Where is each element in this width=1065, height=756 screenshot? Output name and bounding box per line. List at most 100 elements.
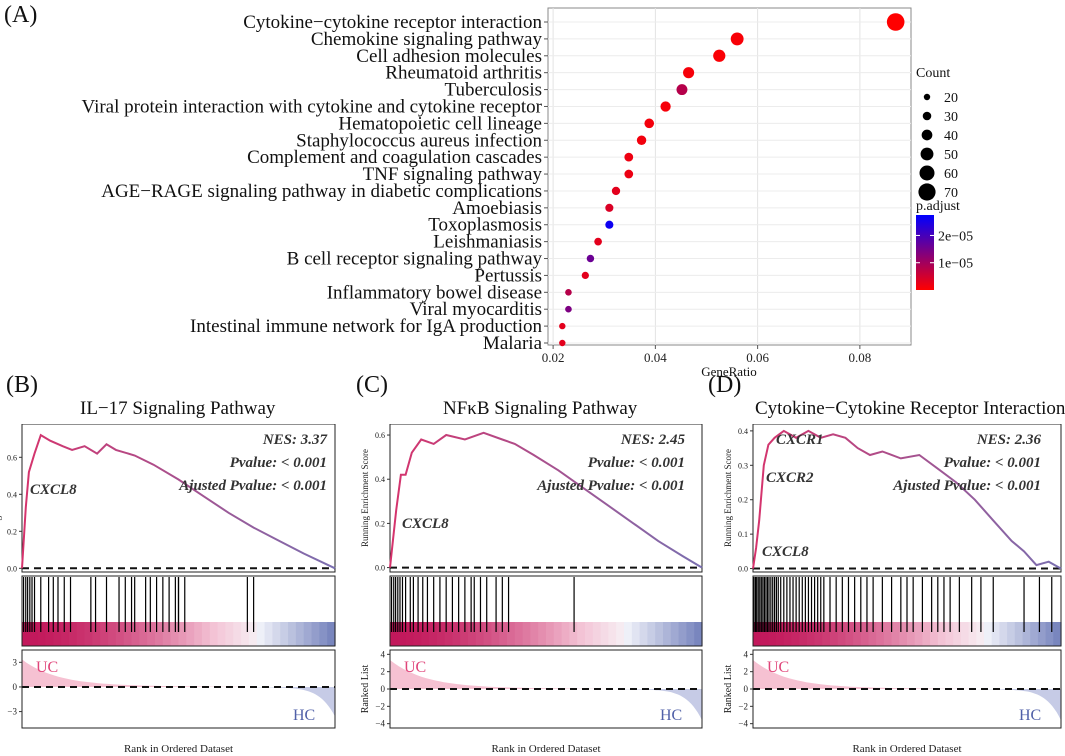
gsea-score-ytick-label: 0.3 [738, 461, 748, 470]
gsea-heat-segment [147, 622, 156, 646]
gsea-heat-segment [686, 622, 695, 646]
padjust-colorbar [916, 215, 934, 290]
dotplot-term-label: Tuberculosis [445, 80, 542, 101]
gsea-heat-segment [922, 622, 931, 646]
gsea-heat-segment [930, 622, 939, 646]
gsea-heat-segment [76, 622, 86, 646]
gsea-x-label: Rank in Ordered Dataset [852, 743, 961, 754]
gsea-score-ytick-label: 0.0 [7, 564, 17, 573]
dotplot-x-tick-label: 0.08 [848, 350, 871, 365]
dotplot-x-label: GeneRatio [701, 364, 757, 379]
dotplot-term-label: Complement and coagulation cascades [247, 147, 542, 168]
gsea-heat-segment [837, 622, 846, 646]
gsea-heat-segment [907, 622, 916, 646]
gsea-heat-segment [61, 622, 70, 646]
gsea-heat-segment [914, 622, 923, 646]
dotplot-x-tick-label: 0.04 [644, 350, 667, 365]
gsea-heat-segment [68, 622, 78, 646]
gsea-ranked-ytick-label: −4 [375, 719, 385, 729]
gsea-heat-segment [421, 622, 430, 646]
gsea-heat-segment [217, 622, 227, 646]
gsea-hits-border [21, 575, 336, 647]
gsea-ranked-up-area [753, 660, 975, 689]
dotplot-points [559, 13, 905, 347]
gsea-heat-segment [186, 622, 195, 646]
gsea-running-score-line [389, 431, 703, 569]
gsea-heat-segment [131, 622, 140, 646]
gsea-heat-segment [209, 622, 219, 646]
dotplot-point [565, 289, 572, 296]
gsea-heat-segment [577, 622, 586, 646]
panel-c-adj-pvalue: Ajusted Pvalue: < 0.001 [537, 478, 685, 494]
gsea-heat-segment [155, 622, 164, 646]
panel-d-pvalue: Pvalue: < 0.001 [943, 455, 1041, 471]
gsea-ranked-down-area [247, 686, 335, 717]
gsea-group-down-label: HC [293, 707, 315, 724]
gsea-heat-segment [272, 622, 281, 646]
gsea-heat-segment [999, 622, 1008, 646]
gsea-ranked-ytick-label: 4 [744, 649, 749, 659]
gsea-heat-segment [891, 622, 900, 646]
gsea-heat-segment [876, 622, 885, 646]
gsea-heat-segment [123, 622, 133, 646]
dotplot-point [594, 237, 602, 246]
gsea-heat-segment [264, 622, 273, 646]
panel-b-nes: NES: 3.37 [262, 432, 327, 448]
gsea-heat-segment [256, 622, 266, 646]
gsea-heat-segment [295, 622, 305, 646]
dotplot-chart: Cytokine−cytokine receptor interactionCh… [82, 7, 973, 379]
gsea-heat-segment [624, 622, 633, 646]
gsea-heat-segment [1022, 622, 1031, 646]
gsea-score-ylabel: Running Enrichment Score [723, 449, 733, 547]
count-legend-dot [921, 129, 933, 141]
gsea-heat-segment [108, 622, 117, 646]
dotplot-plot-area [547, 7, 912, 346]
gsea-heat-segment [311, 622, 320, 646]
gsea-heat-segment [1037, 622, 1047, 646]
gsea-ranked-up-area [22, 659, 248, 687]
gsea-heat-segment [822, 622, 831, 646]
panel-d-title: Cytokine−Cytokine Receptor Interaction [755, 398, 1065, 419]
panel-b-letter: (B) [6, 372, 38, 398]
gsea-heat-segment [608, 622, 617, 646]
dotplot-point [683, 67, 695, 79]
gsea-heat-segment [444, 622, 453, 646]
gsea-score-ytick-label: 0.4 [375, 475, 385, 484]
gsea-score-ytick-label: 0.0 [375, 564, 385, 573]
panel-c-nes: NES: 2.45 [620, 432, 685, 448]
count-legend-title: Count [916, 66, 950, 81]
gsea-heat-segment [475, 622, 485, 646]
gsea-heat-segment [22, 622, 31, 646]
count-legend-dot [920, 147, 934, 161]
dotplot-point [565, 305, 572, 313]
gsea-heat-segment [814, 622, 823, 646]
gsea-heat-segment [945, 622, 954, 646]
dotplot-term-label: Toxoplasmosis [428, 215, 542, 236]
gsea-heat-segment [753, 622, 762, 646]
panel-d-nes: NES: 2.36 [976, 432, 1041, 448]
count-legend-label: 20 [944, 91, 958, 106]
panel-d-adj-pvalue: Ajusted Pvalue: < 0.001 [893, 478, 1041, 494]
gsea-ranked-ytick-label: 4 [381, 649, 386, 659]
gsea-heat-segment [84, 622, 94, 646]
gsea-heat-segment [460, 622, 469, 646]
gsea-heat-segment [569, 622, 578, 646]
gsea-heat-segment [405, 622, 414, 646]
gsea-heat-segment [429, 622, 438, 646]
gsea-heat-segment [953, 622, 962, 646]
gsea-heat-segment [663, 622, 672, 646]
gsea-panel-d: 0.0 0.1 0.2 0.3 0.4 Running Enrichment Score 4… [723, 424, 1062, 754]
gsea-heat-segment [830, 622, 839, 646]
gsea-heat-segment [984, 622, 993, 646]
panel-d-letter: (D) [708, 372, 742, 398]
panel-c-gene-label: CXCL8 [402, 516, 449, 532]
gsea-group-up-label: UC [767, 659, 789, 676]
padjust-legend: p.adjust 2e−05 1e−05 [916, 199, 973, 290]
dotplot-term-label: Viral myocarditis [410, 299, 542, 320]
gsea-score-ytick-label: 0.2 [375, 519, 385, 528]
gsea-ranked-down-area [974, 689, 1061, 721]
gsea-heat-segment [561, 622, 570, 646]
panel-a-letter: (A) [4, 2, 38, 28]
gsea-heat-segment [45, 622, 54, 646]
dotplot-term-label: Cytokine−cytokine receptor interaction [243, 12, 542, 33]
